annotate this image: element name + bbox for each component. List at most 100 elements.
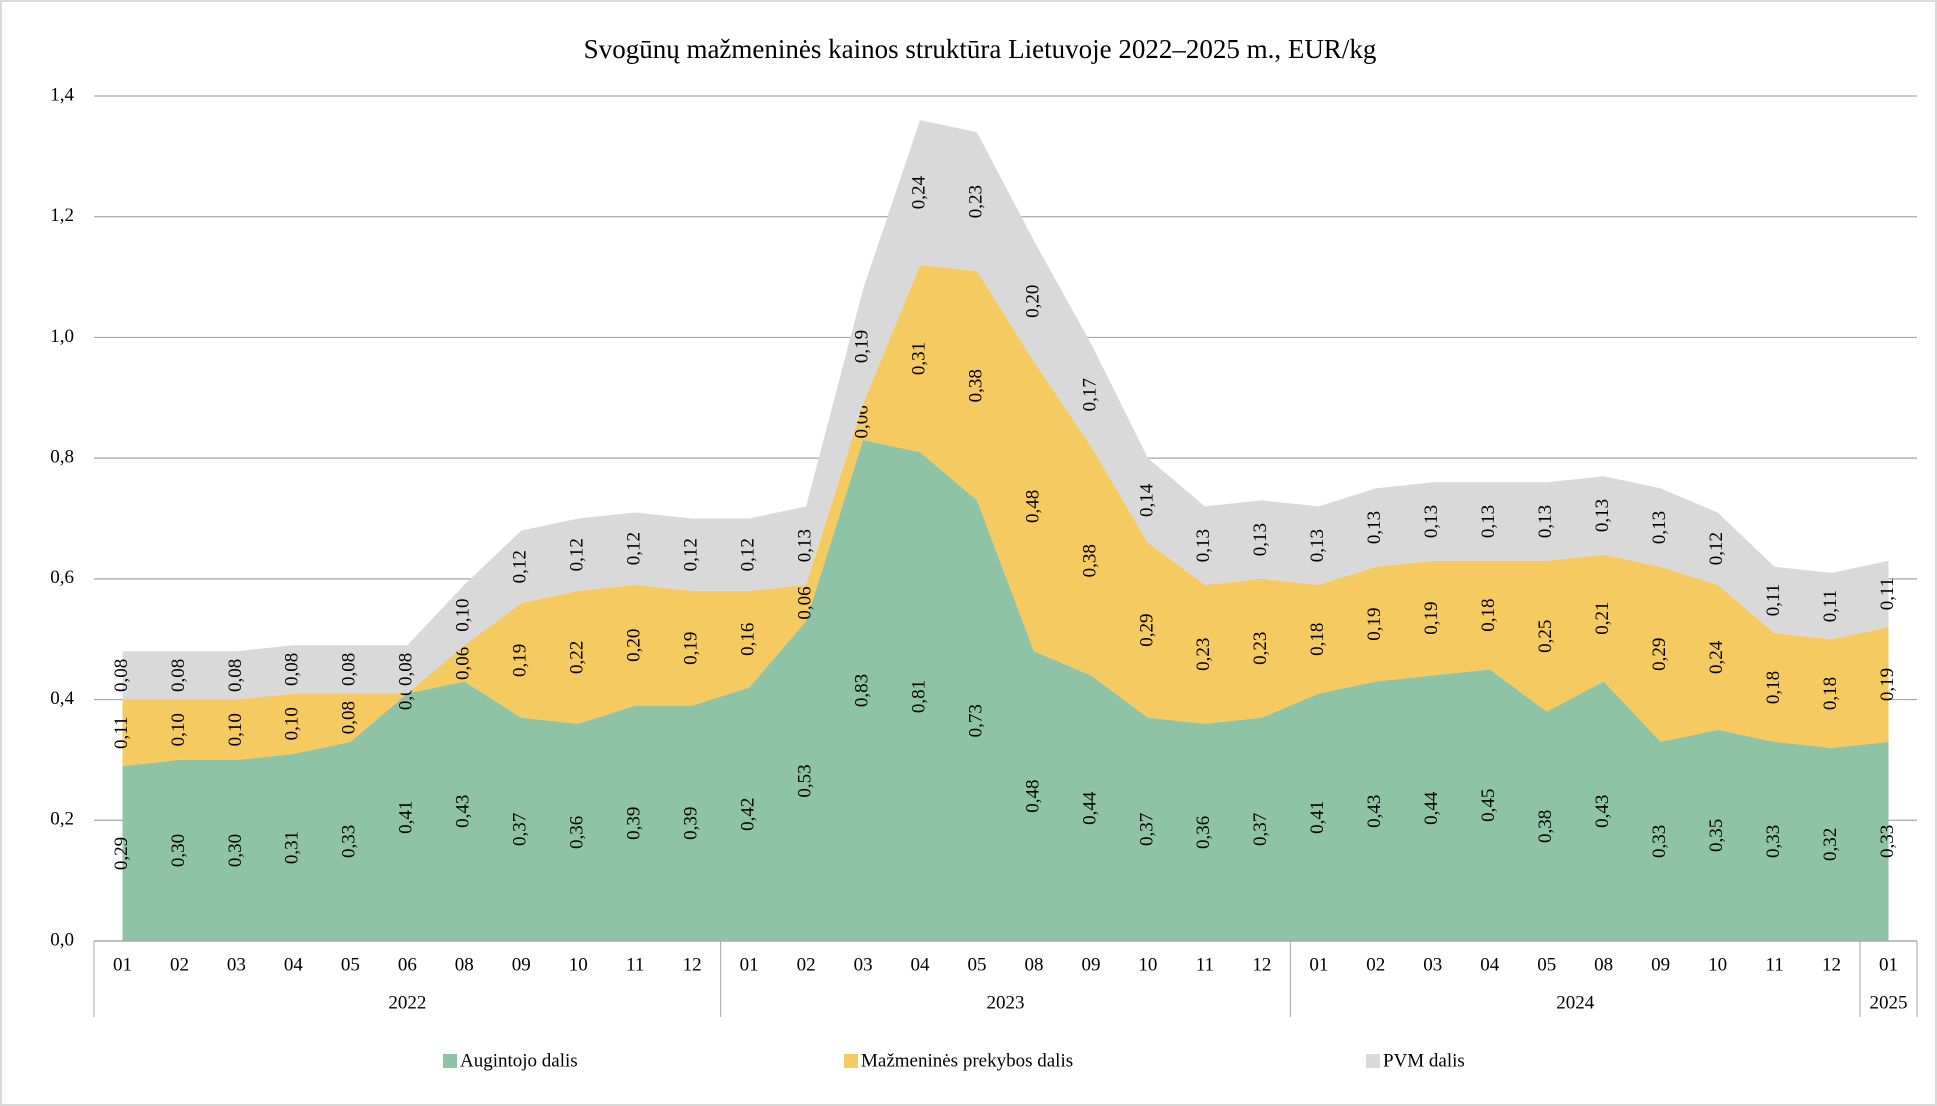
data-label: 0,29 bbox=[111, 837, 132, 870]
data-label: 0,38 bbox=[965, 369, 986, 402]
x-group-label: 2022 bbox=[388, 992, 426, 1013]
data-label: 0,23 bbox=[1250, 632, 1271, 665]
data-label: 0,12 bbox=[681, 538, 702, 571]
data-label: 0,20 bbox=[1022, 285, 1043, 318]
data-label: 0,18 bbox=[1307, 623, 1328, 656]
x-tick-label: 09 bbox=[1651, 954, 1670, 975]
data-label: 0,12 bbox=[624, 532, 645, 565]
data-label: 0,13 bbox=[1592, 499, 1613, 532]
data-label: 0,53 bbox=[794, 764, 815, 797]
x-tick-label: 05 bbox=[968, 954, 987, 975]
data-label: 0,11 bbox=[1763, 584, 1784, 617]
data-label: 0,43 bbox=[453, 795, 474, 828]
data-label: 0,11 bbox=[1877, 578, 1898, 611]
data-label: 0,18 bbox=[1478, 598, 1499, 631]
y-tick-label: 0,2 bbox=[50, 809, 74, 830]
data-label: 0,37 bbox=[1136, 813, 1157, 846]
data-label: 0,30 bbox=[168, 834, 189, 867]
data-label: 0,25 bbox=[1535, 620, 1556, 653]
data-label: 0,39 bbox=[624, 807, 645, 840]
data-label: 0,37 bbox=[1250, 813, 1271, 846]
data-label: 0,13 bbox=[1307, 529, 1328, 562]
data-label: 0,13 bbox=[1478, 505, 1499, 538]
data-label: 0,44 bbox=[1079, 791, 1100, 825]
data-label: 0,12 bbox=[1706, 532, 1727, 565]
data-label: 0,43 bbox=[1592, 795, 1613, 828]
x-group-label: 2023 bbox=[987, 992, 1025, 1013]
data-label: 0,44 bbox=[1421, 791, 1442, 825]
data-label: 0,19 bbox=[1421, 601, 1442, 634]
data-label: 0,08 bbox=[339, 701, 360, 734]
data-label: 0,18 bbox=[1820, 677, 1841, 710]
x-tick-label: 01 bbox=[1309, 954, 1328, 975]
data-label: 0,13 bbox=[1193, 529, 1214, 562]
data-label: 0,30 bbox=[225, 834, 246, 867]
data-label: 0,19 bbox=[1364, 608, 1385, 641]
data-label: 0,24 bbox=[908, 175, 929, 209]
data-label: 0,10 bbox=[225, 713, 246, 746]
data-label: 0,12 bbox=[567, 538, 588, 571]
data-label: 0,13 bbox=[1364, 511, 1385, 544]
x-tick-label: 03 bbox=[1423, 954, 1442, 975]
x-tick-label: 01 bbox=[113, 954, 132, 975]
data-label: 0,13 bbox=[1649, 511, 1670, 544]
y-tick-label: 0,6 bbox=[50, 567, 74, 588]
data-label: 0,48 bbox=[1022, 780, 1043, 813]
x-tick-label: 01 bbox=[740, 954, 759, 975]
data-label: 0,42 bbox=[738, 798, 759, 831]
x-tick-label: 12 bbox=[1252, 954, 1271, 975]
data-label: 0,11 bbox=[1820, 590, 1841, 623]
data-label: 0,36 bbox=[567, 816, 588, 849]
x-tick-label: 03 bbox=[854, 954, 873, 975]
data-label: 0,83 bbox=[851, 674, 872, 707]
data-label: 0,12 bbox=[738, 538, 759, 571]
x-tick-label: 02 bbox=[797, 954, 816, 975]
data-label: 0,45 bbox=[1478, 789, 1499, 822]
data-label: 0,33 bbox=[1649, 825, 1670, 858]
data-label: 0,13 bbox=[1250, 523, 1271, 556]
area bbox=[122, 265, 1889, 766]
data-label: 0,24 bbox=[1706, 640, 1727, 674]
data-label: 0,06 bbox=[453, 647, 474, 680]
data-label: 0,73 bbox=[965, 704, 986, 737]
data-label: 0,08 bbox=[396, 653, 417, 686]
area bbox=[122, 120, 1889, 700]
data-label: 0,41 bbox=[396, 801, 417, 834]
y-tick-label: 0,8 bbox=[50, 447, 74, 468]
data-label: 0,29 bbox=[1649, 638, 1670, 671]
legend-swatch bbox=[844, 1054, 858, 1068]
x-tick-label: 02 bbox=[1366, 954, 1385, 975]
x-tick-label: 01 bbox=[1879, 954, 1898, 975]
x-tick-label: 10 bbox=[1138, 954, 1157, 975]
area bbox=[122, 440, 1889, 941]
x-tick-label: 10 bbox=[569, 954, 588, 975]
data-label: 0,36 bbox=[1193, 816, 1214, 849]
data-label: 0,18 bbox=[1763, 671, 1784, 704]
data-label: 0,10 bbox=[453, 598, 474, 631]
legend-label: Mažmeninės prekybos dalis bbox=[861, 1050, 1073, 1071]
data-label: 0,08 bbox=[282, 653, 303, 686]
chart-title: Svogūnų mažmeninės kainos struktūra Liet… bbox=[584, 34, 1377, 64]
data-label: 0,08 bbox=[111, 659, 132, 692]
data-label: 0,32 bbox=[1820, 828, 1841, 861]
data-label: 0,10 bbox=[282, 707, 303, 740]
data-label: 0,19 bbox=[1877, 668, 1898, 701]
data-label: 0,21 bbox=[1592, 601, 1613, 634]
data-label: 0,41 bbox=[1307, 801, 1328, 834]
y-tick-label: 0,0 bbox=[50, 929, 74, 950]
x-tick-label: 11 bbox=[626, 954, 644, 975]
data-label: 0,23 bbox=[965, 185, 986, 218]
data-label: 0,12 bbox=[510, 550, 531, 583]
data-label: 0,13 bbox=[1535, 505, 1556, 538]
data-label: 0,38 bbox=[1535, 810, 1556, 843]
data-label: 0,31 bbox=[908, 342, 929, 375]
y-tick-label: 1,4 bbox=[50, 84, 74, 105]
x-tick-label: 08 bbox=[1024, 954, 1043, 975]
x-tick-label: 04 bbox=[911, 954, 931, 975]
data-label: 0,23 bbox=[1193, 638, 1214, 671]
data-label: 0,39 bbox=[681, 807, 702, 840]
legend-swatch bbox=[1366, 1054, 1380, 1068]
legend-swatch bbox=[443, 1054, 457, 1068]
x-group-label: 2024 bbox=[1556, 992, 1595, 1013]
